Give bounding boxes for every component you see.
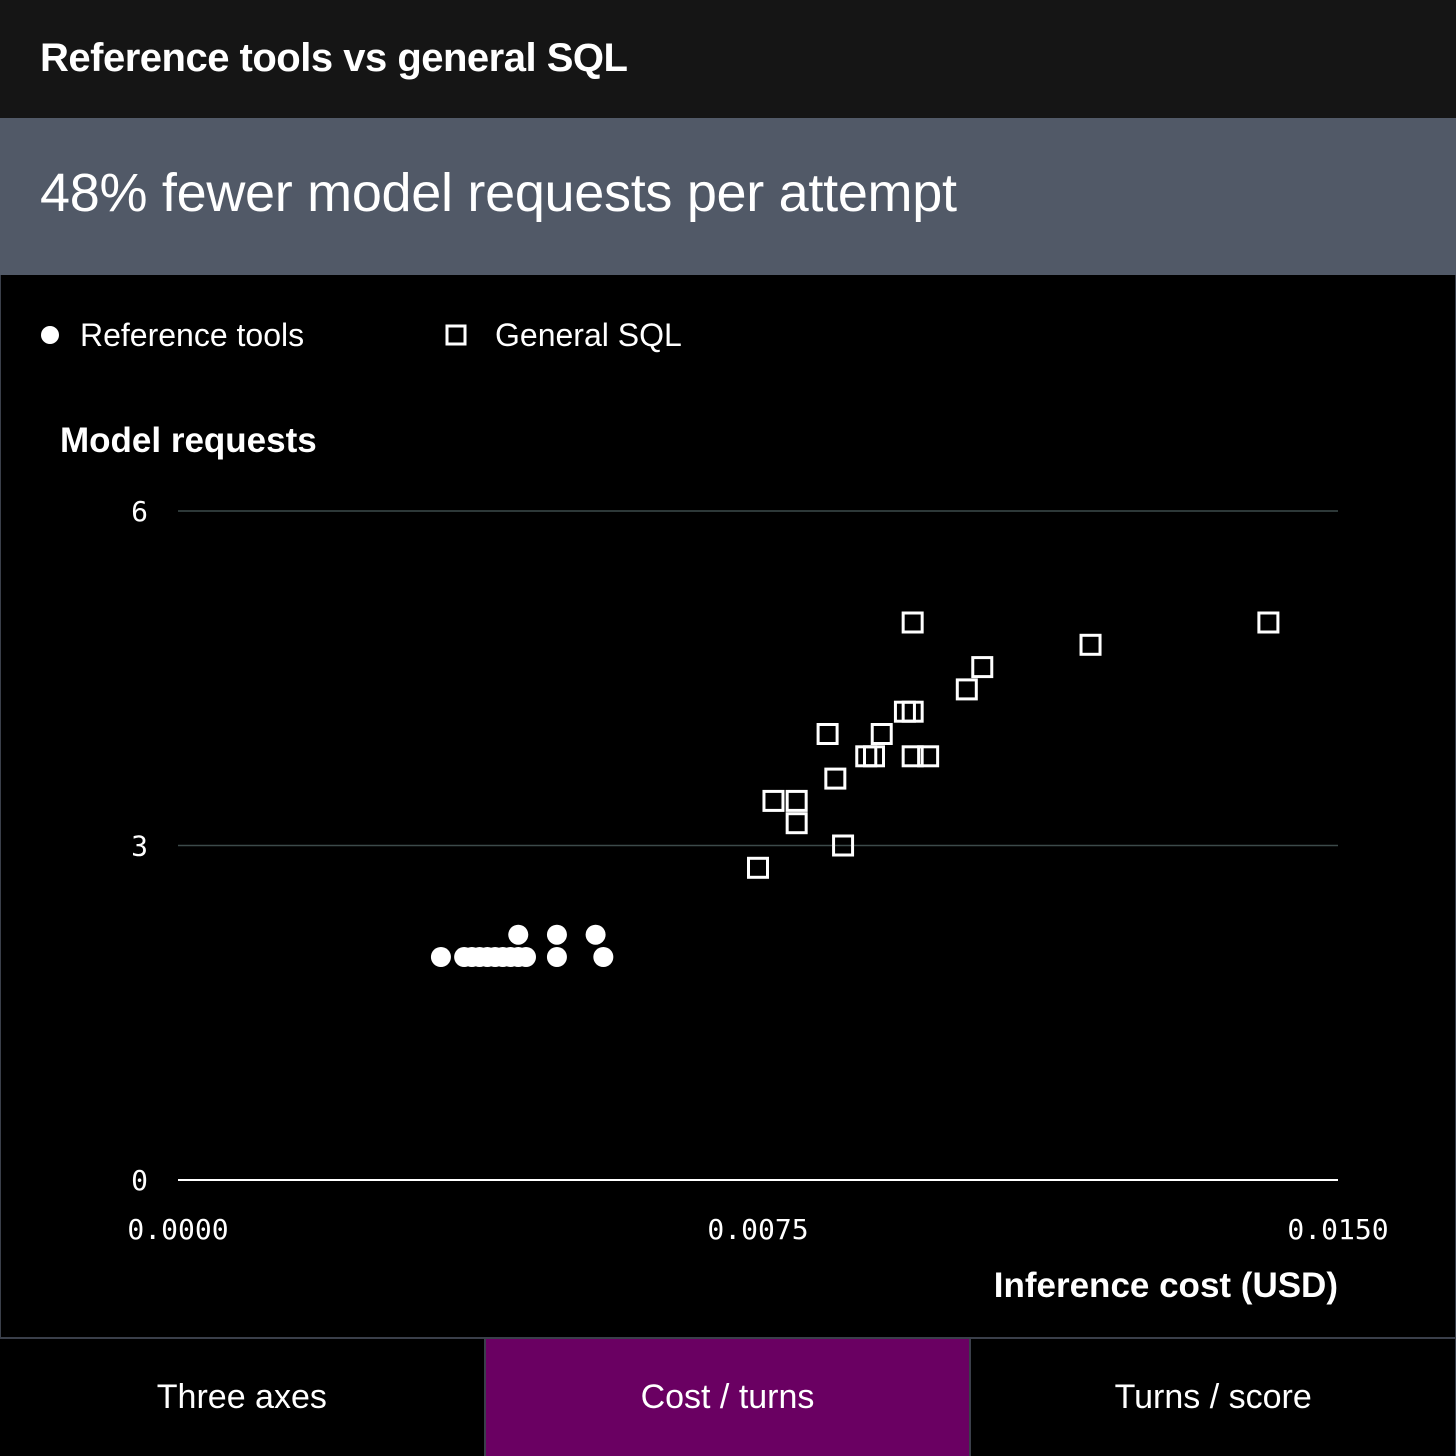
general-sql-point [832, 834, 855, 857]
reference-tools-point [430, 947, 451, 967]
legend-label-general-sql: General SQL [495, 317, 682, 353]
general-sql-point [971, 656, 994, 679]
y-tick-label: 0 [131, 1164, 148, 1197]
reference-tools-point [516, 947, 536, 967]
general-sql-point [893, 700, 916, 723]
tab-three-axes[interactable]: Three axes [0, 1339, 486, 1456]
general-sql-point [901, 745, 924, 768]
headline-text: 48% fewer model requests per attempt [40, 163, 957, 223]
x-tick-label: 0.0075 [707, 1213, 808, 1246]
general-sql-point [870, 723, 893, 745]
x-axis-label: Inference cost (USD) [994, 1266, 1338, 1305]
data-marks [430, 611, 1280, 967]
scatter-chart: Reference tools General SQL Model reques… [41, 317, 1389, 1305]
reference-tools-point [585, 924, 606, 945]
gridlines [178, 510, 1338, 1181]
general-sql-point [816, 723, 839, 745]
general-sql-point [955, 678, 978, 701]
general-sql-point [762, 789, 785, 812]
y-axis-label: Model requests [60, 421, 317, 460]
general-sql-point [901, 611, 924, 634]
x-tick-label: 0.0000 [127, 1213, 228, 1246]
legend-square-marker-icon [445, 324, 467, 346]
legend-circle-marker-icon [41, 326, 59, 344]
general-sql-point [785, 812, 808, 835]
general-sql-point [1257, 611, 1280, 634]
general-sql-point [747, 856, 769, 879]
tab-cost-turns[interactable]: Cost / turns [485, 1339, 972, 1456]
general-sql-point [824, 767, 847, 790]
chart-panel: Reference tools General SQL Model reques… [0, 275, 1456, 1337]
title-bar: Reference tools vs general SQL [0, 0, 1456, 118]
y-tick-label: 6 [131, 495, 148, 528]
legend: Reference tools General SQL [41, 317, 682, 353]
general-sql-point [855, 745, 878, 768]
general-sql-point [785, 789, 808, 812]
reference-tools-point [546, 947, 567, 967]
legend-label-reference-tools: Reference tools [80, 317, 304, 353]
x-tick-label: 0.0150 [1287, 1213, 1388, 1246]
reference-tools-point [508, 924, 529, 945]
reference-tools-point [546, 924, 567, 945]
general-sql-point [863, 745, 885, 768]
y-tick-labels: 0 3 6 [131, 495, 148, 1197]
tab-turns-score[interactable]: Turns / score [971, 1339, 1456, 1456]
page-title: Reference tools vs general SQL [40, 36, 628, 80]
general-sql-point [917, 745, 940, 768]
y-tick-label: 3 [131, 830, 148, 863]
general-sql-point [901, 700, 924, 723]
general-sql-point [1079, 633, 1102, 656]
headline-band: 48% fewer model requests per attempt [0, 118, 1456, 275]
tab-bar: Three axes Cost / turns Turns / score [0, 1337, 1456, 1456]
x-tick-labels: 0.0000 0.0075 0.0150 [127, 1213, 1388, 1246]
reference-tools-point [593, 947, 614, 967]
